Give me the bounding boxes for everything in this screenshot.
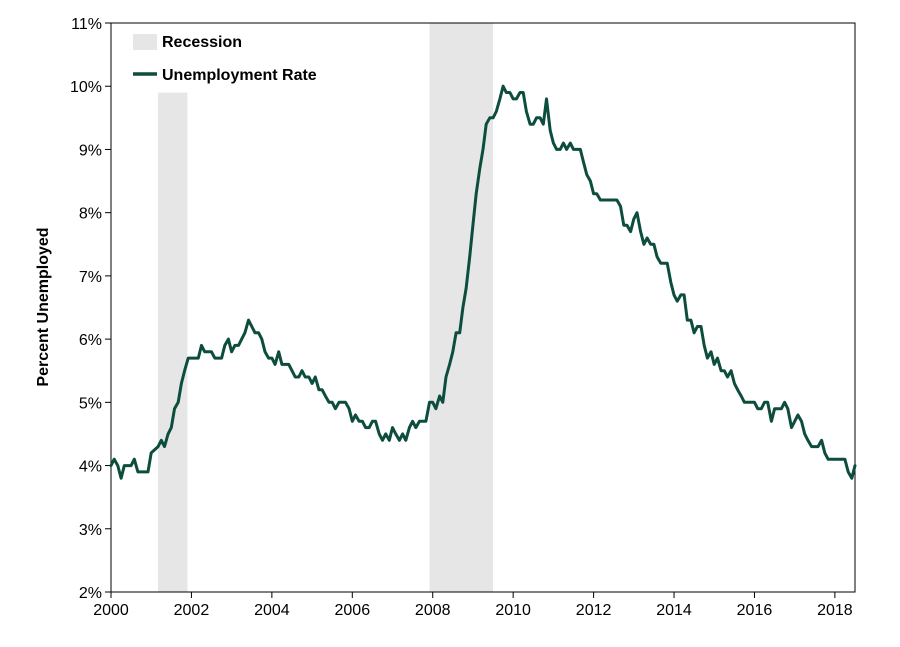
y-tick-label: 9%: [79, 142, 102, 159]
series-lines: [109, 84, 857, 480]
legend-unemployment-label: Unemployment Rate: [162, 67, 317, 84]
y-axis-title: Percent Unemployed: [35, 227, 52, 386]
y-tick-label: 11%: [71, 16, 102, 33]
y-axis-ticks: 2% 3% 4% 5% 6% 7% 8% 9% 10% 11%: [70, 16, 111, 602]
legend-recession-label: Recession: [162, 34, 242, 51]
y-tick-label: 4%: [79, 459, 102, 476]
x-tick-label: 2012: [576, 602, 612, 619]
y-tick-label: 2%: [79, 585, 102, 602]
legend: Recession Unemployment Rate: [133, 34, 317, 84]
x-tick-label: 2016: [737, 602, 773, 619]
x-tick-label: 2014: [656, 602, 692, 619]
x-tick-label: 2018: [817, 602, 853, 619]
recession-band-2: [429, 23, 494, 592]
plot-area-frame: [110, 22, 856, 593]
y-tick-label: 7%: [79, 269, 102, 286]
y-tick-label: 6%: [79, 332, 102, 349]
x-axis-ticks: 2000 2002 2004 2006 2008 2010 2012 2014 2016 2018: [93, 592, 853, 619]
unemployment-rate-line: [109, 84, 857, 480]
x-tick-label: 2006: [335, 602, 371, 619]
recession-band-1: [158, 92, 188, 593]
y-tick-label: 5%: [79, 395, 102, 412]
recession-bands: [158, 23, 494, 593]
y-tick-label: 8%: [79, 206, 102, 223]
x-tick-label: 2008: [415, 602, 451, 619]
legend-recession-swatch: [133, 34, 157, 50]
x-tick-label: 2004: [254, 602, 290, 619]
y-tick-label: 3%: [79, 522, 102, 539]
x-tick-label: 2010: [495, 602, 531, 619]
x-tick-label: 2002: [174, 602, 210, 619]
y-tick-label: 10%: [70, 79, 102, 96]
x-tick-label: 2000: [93, 602, 129, 619]
